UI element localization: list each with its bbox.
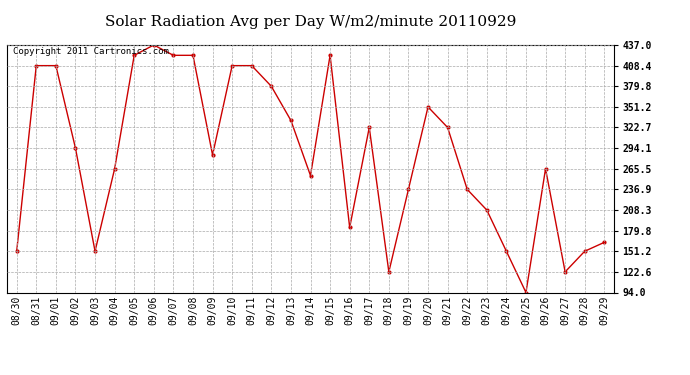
Text: Copyright 2011 Cartronics.com: Copyright 2011 Cartronics.com bbox=[13, 48, 169, 57]
Text: Solar Radiation Avg per Day W/m2/minute 20110929: Solar Radiation Avg per Day W/m2/minute … bbox=[105, 15, 516, 29]
